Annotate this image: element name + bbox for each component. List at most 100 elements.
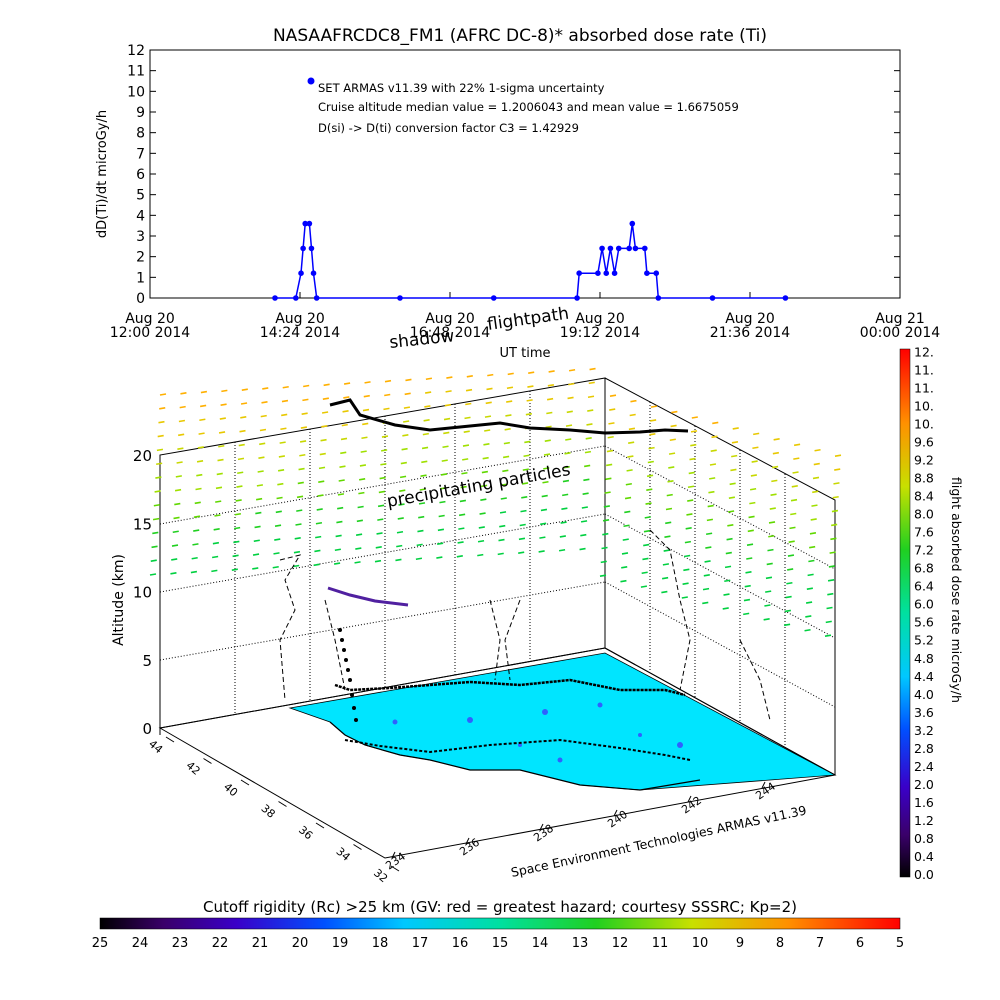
particle-mark xyxy=(363,394,370,398)
particle-mark xyxy=(280,427,287,431)
dose-tick-label: 1.6 xyxy=(914,795,934,810)
lon-tick xyxy=(761,781,766,789)
particle-mark xyxy=(771,479,778,483)
data-point xyxy=(302,220,309,227)
particle-mark xyxy=(486,387,493,391)
particle-mark xyxy=(446,376,453,379)
particle-mark xyxy=(628,427,636,431)
dose-tick-label: 7.2 xyxy=(914,543,934,558)
x-tick-label: Aug 20 xyxy=(425,311,475,327)
particle-mark xyxy=(240,416,247,419)
particle-mark xyxy=(684,540,692,544)
particle-mark xyxy=(833,482,840,485)
particle-mark xyxy=(562,479,570,483)
x-tick-label: Aug 20 xyxy=(575,311,625,327)
particle-mark xyxy=(518,537,526,541)
particle-mark xyxy=(418,515,425,519)
particle-mark xyxy=(690,443,697,447)
particle-mark xyxy=(518,551,525,554)
particle-mark xyxy=(149,573,157,576)
data-point xyxy=(653,270,660,277)
y-tick-label: 9 xyxy=(136,105,145,121)
particle-mark xyxy=(747,529,754,533)
particle-mark xyxy=(321,425,328,428)
shadow-path xyxy=(334,678,686,697)
data-point xyxy=(615,245,622,252)
particle-mark xyxy=(171,558,178,561)
data-point xyxy=(308,245,315,252)
particle-mark xyxy=(396,544,403,548)
particle-mark xyxy=(418,502,426,505)
particle-mark xyxy=(252,553,260,556)
particle-mark xyxy=(196,460,204,463)
dose-tick-label: 2.4 xyxy=(914,759,934,774)
particle-mark xyxy=(587,409,594,412)
credit-label: Space Environment Technologies ARMAS v11… xyxy=(510,803,808,880)
data-point xyxy=(603,270,610,277)
y-tick-label: 11 xyxy=(127,64,145,80)
particle-mark xyxy=(355,533,363,536)
y-tick-label: 5 xyxy=(136,188,145,204)
rigidity-tick-label: 15 xyxy=(492,936,509,951)
particle-mark xyxy=(483,443,490,446)
particle-mark xyxy=(236,485,243,488)
particle-mark xyxy=(214,514,221,517)
particle-mark xyxy=(216,472,223,476)
land-surface xyxy=(288,652,837,791)
particle-mark xyxy=(525,412,533,416)
particle-mark xyxy=(340,437,348,441)
particle-mark xyxy=(519,523,526,527)
particle-mark xyxy=(403,420,410,423)
particle-mark xyxy=(629,413,636,417)
particle-mark xyxy=(691,416,698,419)
z-axis-label: Altitude (km) xyxy=(111,554,127,646)
y-tick-label: 0 xyxy=(136,291,145,307)
particle-mark xyxy=(200,390,208,394)
particle-mark xyxy=(705,532,713,536)
particle-mark xyxy=(826,606,833,610)
particle-mark xyxy=(466,375,473,378)
particle-mark xyxy=(302,398,309,402)
particle-mark xyxy=(681,596,688,599)
particle-mark xyxy=(752,446,759,450)
particle-mark xyxy=(543,467,550,470)
x-tick-label: 21:36 2014 xyxy=(710,325,791,341)
particle-mark xyxy=(704,560,711,563)
lat-tick xyxy=(390,865,400,872)
particle-mark xyxy=(378,490,385,494)
particle-mark xyxy=(687,485,695,489)
particle-mark xyxy=(190,570,198,574)
particle-mark xyxy=(580,520,588,523)
particle-mark xyxy=(663,549,670,552)
series-line xyxy=(275,222,786,299)
particle-mark xyxy=(609,408,616,411)
particle-mark xyxy=(240,402,248,405)
particle-mark xyxy=(362,408,370,412)
altitude-profiles xyxy=(279,529,771,721)
particle-mark xyxy=(299,440,307,443)
particle-mark xyxy=(773,438,780,441)
particle-mark xyxy=(790,498,798,502)
particle-mark xyxy=(648,446,655,450)
particle-mark xyxy=(277,469,285,472)
particle-mark xyxy=(274,538,281,541)
y-tick-label: 10 xyxy=(127,84,145,100)
particle-mark xyxy=(480,484,488,488)
particle-mark xyxy=(624,510,631,514)
particle-mark xyxy=(278,455,286,458)
particle-mark xyxy=(423,418,430,422)
particle-mark xyxy=(463,430,470,433)
particle-mark xyxy=(689,457,696,461)
ascent-trail xyxy=(338,628,358,722)
particle-mark xyxy=(404,392,411,396)
particle-mark xyxy=(548,370,555,373)
particle-mark xyxy=(262,387,269,390)
particle-mark xyxy=(151,545,158,549)
particle-mark xyxy=(439,500,446,504)
dose-tick-label: 9.6 xyxy=(914,435,934,450)
particle-mark xyxy=(520,509,527,513)
particle-mark xyxy=(650,405,658,408)
particle-mark xyxy=(213,528,220,531)
particle-mark xyxy=(712,421,719,425)
